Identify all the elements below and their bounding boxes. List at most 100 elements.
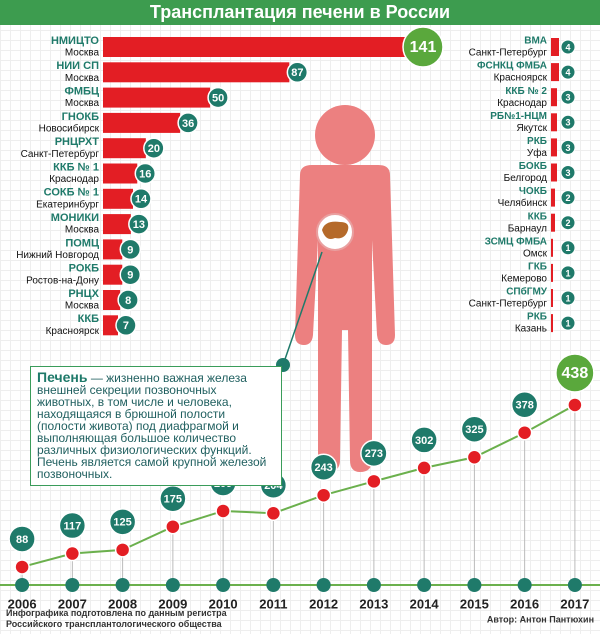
value-badge: [560, 114, 576, 130]
value-badge: [560, 190, 576, 206]
liver-icon: [322, 221, 349, 239]
bar: [103, 112, 181, 133]
institution-city: Белгород: [504, 173, 548, 184]
institution-name: МОНИКИ: [51, 212, 99, 224]
institution-city: Екатеринбург: [36, 198, 99, 210]
institution-city: Якутск: [516, 123, 547, 134]
bar: [103, 163, 138, 184]
x-tick: [417, 578, 432, 592]
x-tick: [115, 578, 130, 592]
value-badge: [128, 213, 150, 235]
value-label: 87: [291, 67, 303, 79]
point: [366, 473, 382, 490]
value-label: 4: [565, 67, 570, 77]
x-tick: [165, 578, 180, 592]
annotation-text: — жизненно важная железа внешней секреци…: [37, 371, 267, 481]
institution-city: Красноярск: [46, 326, 100, 337]
value-badge: [117, 289, 139, 311]
value-label: 3: [565, 118, 570, 128]
x-tick-label: 2016: [510, 596, 539, 611]
value-badge: [560, 89, 576, 105]
value-badge: [207, 86, 229, 109]
institution-name: ККБ № 2: [505, 86, 547, 97]
institution-name: СОКБ № 1: [44, 187, 99, 199]
value-badge: [130, 188, 152, 210]
bar: [103, 62, 290, 83]
value-badge: [108, 508, 137, 536]
value-label: 125: [113, 517, 131, 529]
bar: [551, 289, 553, 307]
point: [416, 460, 432, 476]
value-badge: [119, 263, 142, 286]
value-badge: [560, 290, 576, 306]
point: [567, 397, 583, 413]
value-badge: [555, 353, 595, 393]
bar: [103, 37, 405, 57]
institution-name: ГКБ: [528, 262, 547, 273]
value-badge: [560, 240, 576, 256]
connector: [282, 251, 323, 366]
value-badge: [560, 165, 576, 180]
institution-name: ККБ: [528, 211, 547, 222]
institution-city: Санкт-Петербург: [469, 298, 548, 310]
author: Автор: Антон Пантюхин: [487, 614, 594, 624]
value-label: 16: [139, 168, 151, 180]
institution-name: РБ№1-НЦМ: [490, 111, 547, 122]
value-badge: [143, 137, 165, 159]
institution-city: Челябинск: [498, 197, 548, 209]
bar: [103, 239, 123, 260]
annotation: Печень — жизненно важная железа внешней …: [30, 366, 282, 486]
institution-name: ВМА: [524, 36, 547, 47]
value-label: 14: [135, 194, 148, 206]
value-label: 9: [127, 244, 133, 256]
value-label: 2: [565, 193, 570, 203]
bar: [551, 113, 557, 132]
value-label: 117: [63, 520, 81, 532]
value-label: 1: [565, 293, 570, 303]
value-badge: [115, 314, 137, 337]
value-badge: [177, 112, 199, 134]
bar: [103, 138, 146, 159]
institution-city: Красноярск: [494, 73, 548, 84]
institution-city: Ростов-на-Дону: [26, 275, 99, 286]
value-label: 243: [314, 462, 332, 474]
institution-city: Барнаул: [508, 223, 547, 234]
value-label: 9: [127, 270, 133, 282]
x-tick-label: 2014: [410, 596, 440, 611]
value-badge: [560, 64, 576, 80]
institution-city: Нижний Новгород: [16, 250, 99, 261]
x-tick-label: 2017: [560, 596, 589, 611]
point: [516, 424, 533, 441]
bar: [103, 290, 121, 310]
institution-city: Москва: [65, 98, 100, 109]
value-label: 378: [515, 400, 533, 412]
bar: [551, 138, 557, 157]
x-tick-label: 2008: [108, 596, 137, 611]
value-badge: [560, 315, 576, 331]
institution-city: Санкт-Петербург: [21, 148, 100, 160]
x-tick-label: 2012: [309, 596, 338, 611]
institution-city: Москва: [65, 48, 100, 59]
bar: [103, 264, 123, 285]
value-label: 88: [16, 534, 28, 546]
point: [265, 505, 282, 522]
value-badge: [134, 162, 157, 185]
x-tick: [467, 578, 482, 592]
title: Трансплантация печени в России: [150, 2, 450, 22]
value-label: 1: [565, 318, 570, 328]
annotation-term: Печень: [37, 369, 88, 385]
institution-city: Краснодар: [49, 174, 99, 185]
x-tick-label: 2011: [259, 596, 287, 611]
institution-city: Краснодар: [497, 98, 547, 109]
point: [315, 487, 332, 503]
institution-name: РНЦРХТ: [55, 136, 100, 148]
bar: [103, 315, 118, 336]
institution-city: Кемерово: [501, 274, 547, 285]
point: [64, 545, 81, 562]
bar: [103, 188, 133, 209]
bar: [551, 188, 555, 207]
value-label: 8: [125, 295, 131, 307]
institution-name: РНЦХ: [68, 288, 99, 300]
point: [114, 542, 131, 558]
